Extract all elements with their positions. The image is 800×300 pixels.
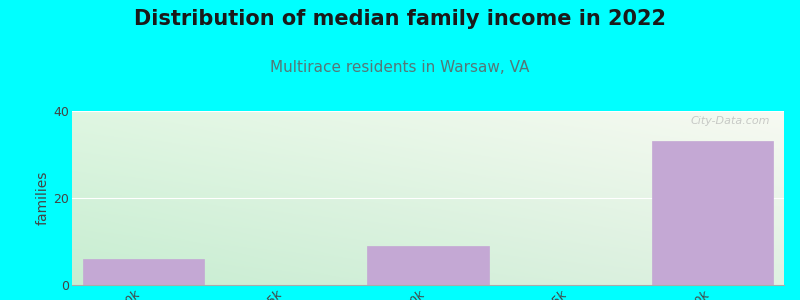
Text: Distribution of median family income in 2022: Distribution of median family income in … [134, 9, 666, 29]
Text: Multirace residents in Warsaw, VA: Multirace residents in Warsaw, VA [270, 60, 530, 75]
Bar [652, 141, 774, 285]
Bar [82, 259, 204, 285]
Text: City-Data.com: City-Data.com [690, 116, 770, 126]
Bar [367, 246, 489, 285]
Y-axis label: families: families [35, 171, 49, 225]
